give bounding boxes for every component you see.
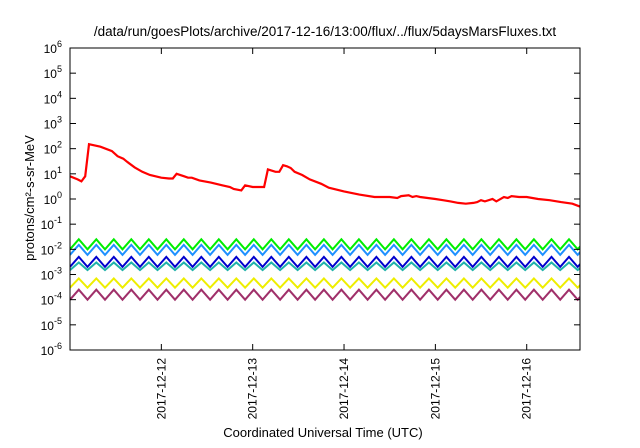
y-tick-label: 102 [44, 140, 62, 157]
y-tick-label: 106 [44, 39, 62, 56]
x-tick-label: 2017-12-16 [520, 358, 534, 420]
y-tick-label: 105 [44, 64, 62, 81]
y-tick-label: 104 [44, 89, 62, 106]
y-axis-ticks: 10-6 10-5 10-4 10-3 10-2 10-1 100 101 102 103 104 1… [41, 39, 580, 358]
chart-title: /data/run/goesPlots/archive/2017-12-16/1… [94, 24, 556, 39]
x-tick-label: 2017-12-13 [246, 358, 260, 420]
series-line-5 [70, 278, 595, 287]
y-axis-label: protons/cm²-s-sr-MeV [22, 135, 37, 261]
y-tick-label: 10-5 [41, 316, 62, 333]
y-tick-label: 103 [44, 115, 62, 132]
y-tick-label: 101 [44, 165, 62, 182]
x-tick-label: 2017-12-12 [154, 358, 168, 420]
y-tick-label: 100 [44, 190, 62, 207]
series-line-0 [70, 144, 640, 212]
y-tick-label: 10-1 [41, 215, 62, 232]
y-tick-label: 10-6 [41, 341, 62, 358]
plot-frame [70, 48, 580, 350]
x-axis-label: Coordinated Universal Time (UTC) [223, 425, 422, 440]
chart: /data/run/goesPlots/archive/2017-12-16/1… [0, 0, 640, 448]
x-axis-ticks: 2017-12-12 2017-12-13 2017-12-14 2017-12-15… [154, 48, 533, 419]
y-tick-label: 10-2 [41, 240, 62, 257]
plot-area [70, 144, 640, 300]
x-tick-label: 2017-12-15 [428, 358, 442, 420]
y-tick-label: 10-3 [41, 266, 62, 283]
series-line-6 [70, 290, 595, 300]
y-tick-label: 10-4 [41, 291, 62, 308]
x-tick-label: 2017-12-14 [337, 358, 351, 420]
